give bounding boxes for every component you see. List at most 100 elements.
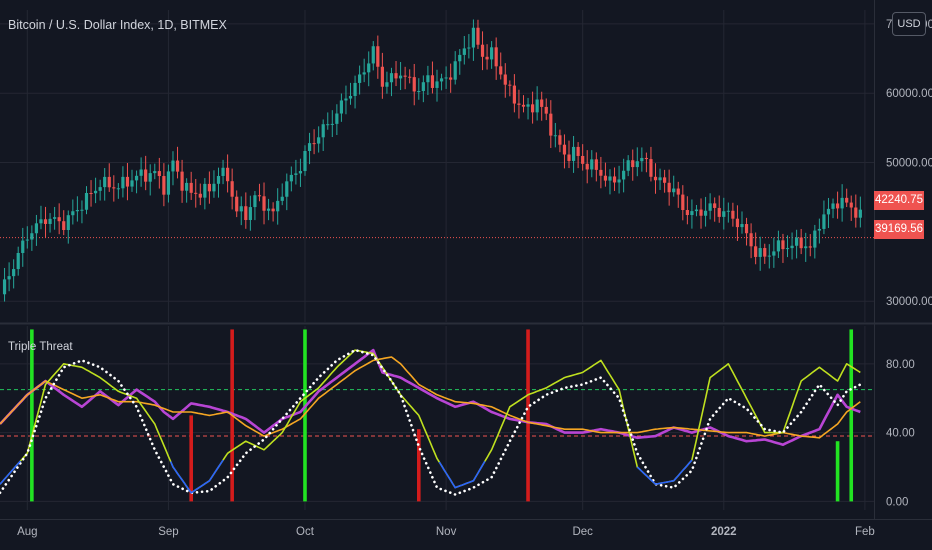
candle-body xyxy=(576,146,580,156)
candle-body xyxy=(130,180,134,187)
candle-body xyxy=(535,99,539,113)
currency-button[interactable]: USD xyxy=(892,12,926,36)
candle-body xyxy=(599,169,603,176)
candle-body xyxy=(326,124,330,126)
candle-body xyxy=(781,240,785,250)
candle-body xyxy=(603,175,608,181)
candle-body xyxy=(685,209,689,216)
candle-body xyxy=(385,82,389,87)
candle-body xyxy=(212,183,216,192)
candle-body xyxy=(389,73,394,83)
candle-body xyxy=(43,219,48,224)
candle-body xyxy=(594,159,598,170)
candle-body xyxy=(303,150,307,172)
price-axis-tick-label: 60000.00 xyxy=(886,88,932,100)
candle-body xyxy=(567,154,571,161)
candle-body xyxy=(544,106,548,114)
candle-body xyxy=(175,160,180,172)
candle-body xyxy=(403,75,407,77)
candle-body xyxy=(749,233,753,247)
candle-body xyxy=(344,98,348,101)
signal-bar xyxy=(526,329,530,502)
candle-body xyxy=(321,124,325,138)
candle-body xyxy=(831,203,835,209)
candle-body xyxy=(84,193,89,210)
candle-body xyxy=(262,196,266,211)
chart-header-symbol: Bitcoin / U.S. Dollar Index, 1D, BITMEX xyxy=(8,18,227,32)
oscillator-low-segment xyxy=(438,460,486,489)
time-axis-tick-label: Oct xyxy=(296,526,315,538)
candle-body xyxy=(153,171,157,174)
candle-body xyxy=(248,207,252,220)
candle-body xyxy=(608,176,612,181)
candle-body xyxy=(494,47,498,67)
signal-bar xyxy=(835,441,840,502)
indicator-title: Triple Threat xyxy=(8,341,73,353)
candle-body xyxy=(767,255,771,257)
candle-body xyxy=(553,135,557,137)
candle-body xyxy=(134,175,139,181)
candle-body xyxy=(435,81,439,88)
candle-body xyxy=(540,99,544,107)
candle-body xyxy=(203,183,207,198)
candle-body xyxy=(257,195,262,197)
candle-body xyxy=(116,188,120,190)
candle-body xyxy=(744,224,749,234)
candle-body xyxy=(722,211,726,217)
oscillator-series-line xyxy=(0,349,861,494)
candle-body xyxy=(171,160,175,172)
candle-body xyxy=(53,217,57,219)
candle-body xyxy=(804,246,808,249)
candle-body xyxy=(681,194,685,210)
candle-body xyxy=(512,85,516,104)
candle-body xyxy=(198,193,202,198)
candle-body xyxy=(335,113,339,124)
candle-body xyxy=(98,187,102,191)
candle-body xyxy=(66,215,70,230)
candle-body xyxy=(717,207,721,217)
time-axis-tick-label: Dec xyxy=(572,526,593,538)
time-axis-tick-label: Feb xyxy=(855,526,875,538)
reference-price-tag: 39169.56 xyxy=(874,220,924,239)
candle-body xyxy=(499,66,503,75)
candle-body xyxy=(490,47,494,60)
candle-body xyxy=(380,66,384,87)
candle-body xyxy=(207,183,211,192)
candle-body xyxy=(421,82,425,92)
signal-bar xyxy=(849,329,854,502)
candle-body xyxy=(663,177,667,183)
candle-body xyxy=(772,251,776,256)
candle-body xyxy=(590,159,594,170)
candle-body xyxy=(835,203,840,209)
candle-body xyxy=(376,46,380,67)
candle-body xyxy=(840,197,844,209)
signal-bar xyxy=(303,329,307,502)
candle-body xyxy=(21,240,25,253)
candle-body xyxy=(658,177,662,181)
candle-body xyxy=(139,169,143,176)
oscillator-low-segment xyxy=(0,460,22,485)
candle-body xyxy=(826,208,831,215)
candle-body xyxy=(708,203,712,211)
candle-body xyxy=(162,176,166,195)
candle-body xyxy=(371,46,375,64)
candle-body xyxy=(71,211,75,216)
candle-body xyxy=(626,160,630,171)
candle-body xyxy=(453,61,457,80)
candle-body xyxy=(676,188,680,195)
osc-axis-tick-label: 40.00 xyxy=(886,428,915,440)
candle-body xyxy=(635,161,639,168)
candle-body xyxy=(581,155,585,164)
candle-body xyxy=(189,182,193,193)
candle-body xyxy=(39,219,43,224)
candle-body xyxy=(89,193,93,195)
candle-body xyxy=(57,217,61,222)
oscillator-low-segment xyxy=(169,459,224,494)
candle-body xyxy=(503,74,507,85)
candle-body xyxy=(817,228,821,231)
candle-body xyxy=(517,103,521,105)
signal-bar xyxy=(189,415,193,502)
oscillator-series-line xyxy=(0,348,862,496)
candle-body xyxy=(845,197,849,203)
